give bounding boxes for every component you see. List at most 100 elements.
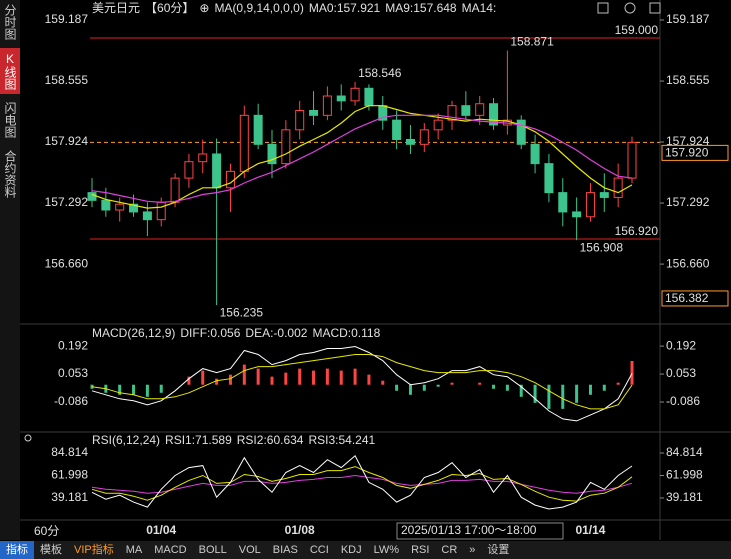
- series-line: [91, 345, 633, 422]
- candle-body: [433, 119, 443, 131]
- icon-window[interactable]: [597, 2, 609, 14]
- y-tick-label: 159.187: [45, 12, 89, 26]
- candle-body: [156, 201, 166, 221]
- y-tick-label: 0.053: [58, 366, 88, 380]
- histogram-bar: [118, 384, 122, 395]
- candle-body: [336, 95, 346, 102]
- candle-body: [198, 153, 208, 163]
- cursor-box: [396, 522, 564, 540]
- histogram-bar: [242, 364, 246, 385]
- histogram-bar: [422, 384, 426, 391]
- candle-body: [350, 87, 360, 102]
- price-box-label: 156.382: [665, 291, 709, 305]
- y-tick-label: 39.181: [51, 490, 88, 504]
- candle-body: [87, 192, 97, 201]
- series-line: [91, 474, 633, 494]
- toolbar-item[interactable]: MA: [125, 544, 143, 556]
- histogram-bar: [381, 380, 385, 385]
- series-line: [91, 466, 633, 502]
- candle-body: [585, 192, 595, 218]
- candle-body: [544, 163, 554, 194]
- histogram-bar: [298, 368, 302, 385]
- y-tick-label: 157.924: [45, 134, 89, 148]
- candle-body: [599, 192, 609, 198]
- histogram-bar: [187, 376, 191, 385]
- histogram-bar: [519, 384, 523, 397]
- toolbar-more[interactable]: »: [469, 544, 476, 556]
- tab[interactable]: 闪电图: [3, 102, 17, 138]
- histogram-bar: [492, 384, 496, 389]
- icon-add: ⊕: [199, 1, 209, 15]
- y-tick-label: 84.814: [666, 445, 703, 459]
- price-box: [661, 144, 729, 161]
- legend-entry: RSI1:71.589: [165, 433, 232, 447]
- header-item: MA0:157.921: [309, 1, 381, 15]
- toolbar-item[interactable]: BOLL: [198, 544, 227, 556]
- toolbar: 指标 模板 VIP指标 MA MACD BOLL VOL BIAS CCI KDJ LW% RSI CR…: [0, 541, 731, 559]
- candle-body: [267, 143, 277, 165]
- toolbar-item[interactable]: VOL: [238, 544, 261, 556]
- extreme-label: 158.871: [510, 35, 554, 49]
- x-tick-label: 01/04: [146, 523, 176, 537]
- toolbar-item[interactable]: CR: [441, 544, 458, 556]
- tab[interactable]: 分时图: [3, 4, 17, 40]
- toolbar-item[interactable]: VIP指标: [74, 544, 114, 556]
- candle-body: [281, 129, 291, 165]
- header-item: MA(0,9,14,0,0,0): [214, 1, 303, 15]
- icon-dot: [24, 434, 32, 442]
- histogram-bar: [630, 360, 634, 385]
- candle-body: [170, 177, 180, 203]
- tab[interactable]: 合约资料: [3, 150, 17, 198]
- y-tick-label: -0.086: [54, 394, 88, 408]
- histogram-bar: [312, 370, 316, 385]
- histogram-bar: [145, 384, 149, 397]
- toolbar-item[interactable]: 设置: [487, 544, 510, 556]
- toolbar-item[interactable]: 指标: [0, 541, 34, 559]
- price-box-label: 157.920: [665, 146, 709, 160]
- histogram-bar: [408, 384, 412, 395]
- histogram-bar: [533, 384, 537, 403]
- series-line: [91, 105, 633, 209]
- toolbar-item[interactable]: RSI: [411, 544, 430, 556]
- histogram-bar: [547, 384, 551, 409]
- toolbar-item[interactable]: KDJ: [340, 544, 362, 556]
- histogram-bar: [256, 368, 260, 385]
- icon-settings[interactable]: [649, 2, 661, 14]
- candle-body: [627, 141, 637, 179]
- histogram-bar: [436, 384, 440, 387]
- y-tick-label: 61.998: [666, 468, 703, 482]
- y-tick-label: 84.814: [51, 445, 88, 459]
- toolbar-item[interactable]: BIAS: [272, 544, 298, 556]
- histogram-bar: [284, 372, 288, 385]
- legend-entry: MA14:: [462, 1, 497, 15]
- price-box: [661, 290, 729, 307]
- candle-body: [461, 105, 471, 116]
- candle-body: [253, 114, 263, 145]
- reference-label: 159.000: [615, 23, 659, 37]
- legend-entry: RSI3:54.241: [308, 433, 375, 447]
- candle-body: [115, 203, 125, 211]
- extreme-label: 156.908: [580, 240, 624, 254]
- x-tick-label: 01/14: [575, 523, 605, 537]
- histogram-bar: [478, 382, 482, 385]
- toolbar-item[interactable]: MACD: [154, 544, 187, 556]
- y-tick-label: 157.292: [666, 195, 710, 209]
- y-tick-label: 0.192: [666, 338, 696, 352]
- tab[interactable]: K线图: [0, 48, 20, 94]
- period-label: 60分: [34, 524, 59, 538]
- candle-body: [419, 129, 429, 145]
- y-tick-label: 156.660: [45, 256, 89, 270]
- toolbar-item[interactable]: LW%: [373, 544, 400, 556]
- legend-entry: DEA:-0.002: [245, 326, 307, 340]
- legend-entry: DIFF:0.056: [180, 326, 240, 340]
- candle-body: [101, 199, 111, 211]
- cursor-label: 2025/01/13 17:00～18:00: [401, 523, 537, 537]
- histogram-bar: [505, 384, 509, 391]
- toolbar-item[interactable]: 模板: [40, 544, 62, 556]
- candle-body: [212, 153, 222, 189]
- toolbar-item[interactable]: CCI: [309, 544, 329, 556]
- y-tick-label: -0.086: [666, 394, 700, 408]
- icon-fav[interactable]: [624, 2, 636, 14]
- y-tick-label: 158.555: [666, 73, 710, 87]
